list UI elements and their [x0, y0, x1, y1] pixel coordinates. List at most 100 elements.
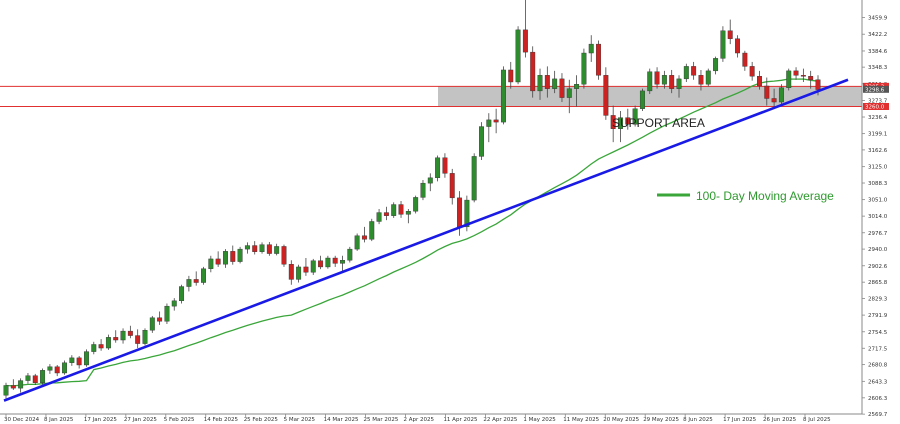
candle — [427, 173, 433, 192]
candle — [215, 251, 221, 267]
candle — [179, 284, 185, 304]
candle-body — [215, 258, 221, 265]
candle — [698, 69, 704, 91]
candle — [340, 255, 345, 272]
candle-body — [764, 85, 770, 99]
candle-body — [676, 78, 682, 89]
candle-body — [669, 75, 675, 89]
candle — [530, 46, 536, 98]
candle-body — [500, 69, 506, 123]
candle-body — [493, 119, 499, 123]
candle-body — [735, 38, 740, 54]
candle-body — [757, 75, 762, 87]
candle-body — [800, 75, 806, 77]
candle-body — [84, 351, 89, 366]
candle — [691, 61, 697, 80]
candle-body — [171, 300, 177, 307]
candle-body — [208, 258, 214, 269]
y-tick-label: 3273.7 — [868, 98, 888, 104]
candle-body — [566, 88, 572, 98]
candle — [449, 168, 455, 205]
moving-average-line — [5, 78, 819, 387]
candle — [610, 105, 616, 143]
candle — [625, 108, 631, 130]
candle-body — [325, 257, 331, 268]
moving-average — [5, 78, 819, 387]
x-tick-label: 11 Apr 2025 — [443, 417, 478, 423]
candle — [288, 260, 294, 285]
candle-body — [596, 43, 602, 76]
x-tick-label: 11 May 2025 — [563, 417, 599, 423]
y-tick-label: 2680.8 — [868, 363, 888, 369]
candle-body — [62, 362, 67, 374]
candle — [201, 266, 206, 285]
candle-body — [237, 248, 243, 262]
candle-body — [318, 260, 324, 268]
y-tick-label: 2940.0 — [868, 247, 888, 253]
y-tick-label: 3051.0 — [868, 198, 888, 204]
candle-body — [274, 246, 280, 254]
candle-body — [98, 344, 104, 349]
y-tick-label: 2606.3 — [868, 396, 888, 402]
candle-body — [815, 79, 821, 90]
candle — [683, 63, 689, 82]
candle — [91, 341, 97, 355]
candle — [574, 75, 580, 107]
x-tick-label: 17 Jan 2025 — [84, 417, 117, 423]
candle-body — [442, 157, 448, 174]
candle-body — [40, 370, 46, 384]
candle-body — [303, 266, 309, 273]
candle-body — [698, 75, 704, 85]
candle-body — [793, 70, 799, 76]
candle — [157, 311, 163, 325]
candle — [588, 35, 594, 62]
candle-body — [47, 366, 53, 371]
candle — [369, 218, 375, 242]
support-area-label: SUPPORT AREA — [612, 116, 705, 130]
candle-body — [135, 335, 141, 344]
candle — [142, 328, 148, 346]
candle — [47, 364, 53, 374]
candle — [581, 48, 587, 89]
candle-body — [603, 75, 609, 116]
y-tick-label: 3236.4 — [868, 115, 888, 121]
candle — [742, 50, 748, 71]
candle — [25, 373, 31, 384]
candle — [596, 40, 602, 80]
y-tick-label: 2569.7 — [868, 412, 888, 418]
y-tick-label: 3162.6 — [868, 148, 888, 154]
candle-body — [10, 385, 16, 389]
candle — [391, 202, 397, 218]
candle — [3, 382, 9, 399]
x-tick-label: 1 May 2025 — [523, 417, 556, 423]
x-tick-label: 20 May 2025 — [603, 417, 639, 423]
candle-body — [618, 117, 623, 129]
candle — [508, 61, 514, 89]
x-tick-label: 2 Apr 2025 — [404, 417, 435, 423]
candle-body — [457, 197, 463, 228]
candle-body — [222, 251, 228, 265]
candle — [325, 255, 331, 269]
candle — [486, 113, 492, 143]
y-tick-label: 2791.9 — [868, 313, 888, 319]
y-tick-label: 2902.6 — [868, 264, 888, 270]
candle — [471, 153, 477, 203]
candle-body — [705, 70, 711, 85]
candle — [76, 356, 82, 369]
candle — [639, 88, 645, 111]
candle — [296, 264, 302, 283]
candle — [566, 79, 572, 114]
y-tick-label: 3422.2 — [868, 32, 887, 38]
candle — [84, 349, 89, 367]
candle-body — [149, 317, 155, 331]
x-tick-label: 14 Mar 2025 — [324, 417, 359, 423]
candle — [354, 233, 360, 251]
candle-body — [398, 204, 404, 215]
x-tick-label: 5 Mar 2025 — [284, 417, 316, 423]
x-tick-label: 26 Jun 2025 — [763, 417, 797, 423]
candle — [537, 68, 543, 100]
candle — [442, 153, 448, 178]
candle-body — [201, 268, 206, 283]
